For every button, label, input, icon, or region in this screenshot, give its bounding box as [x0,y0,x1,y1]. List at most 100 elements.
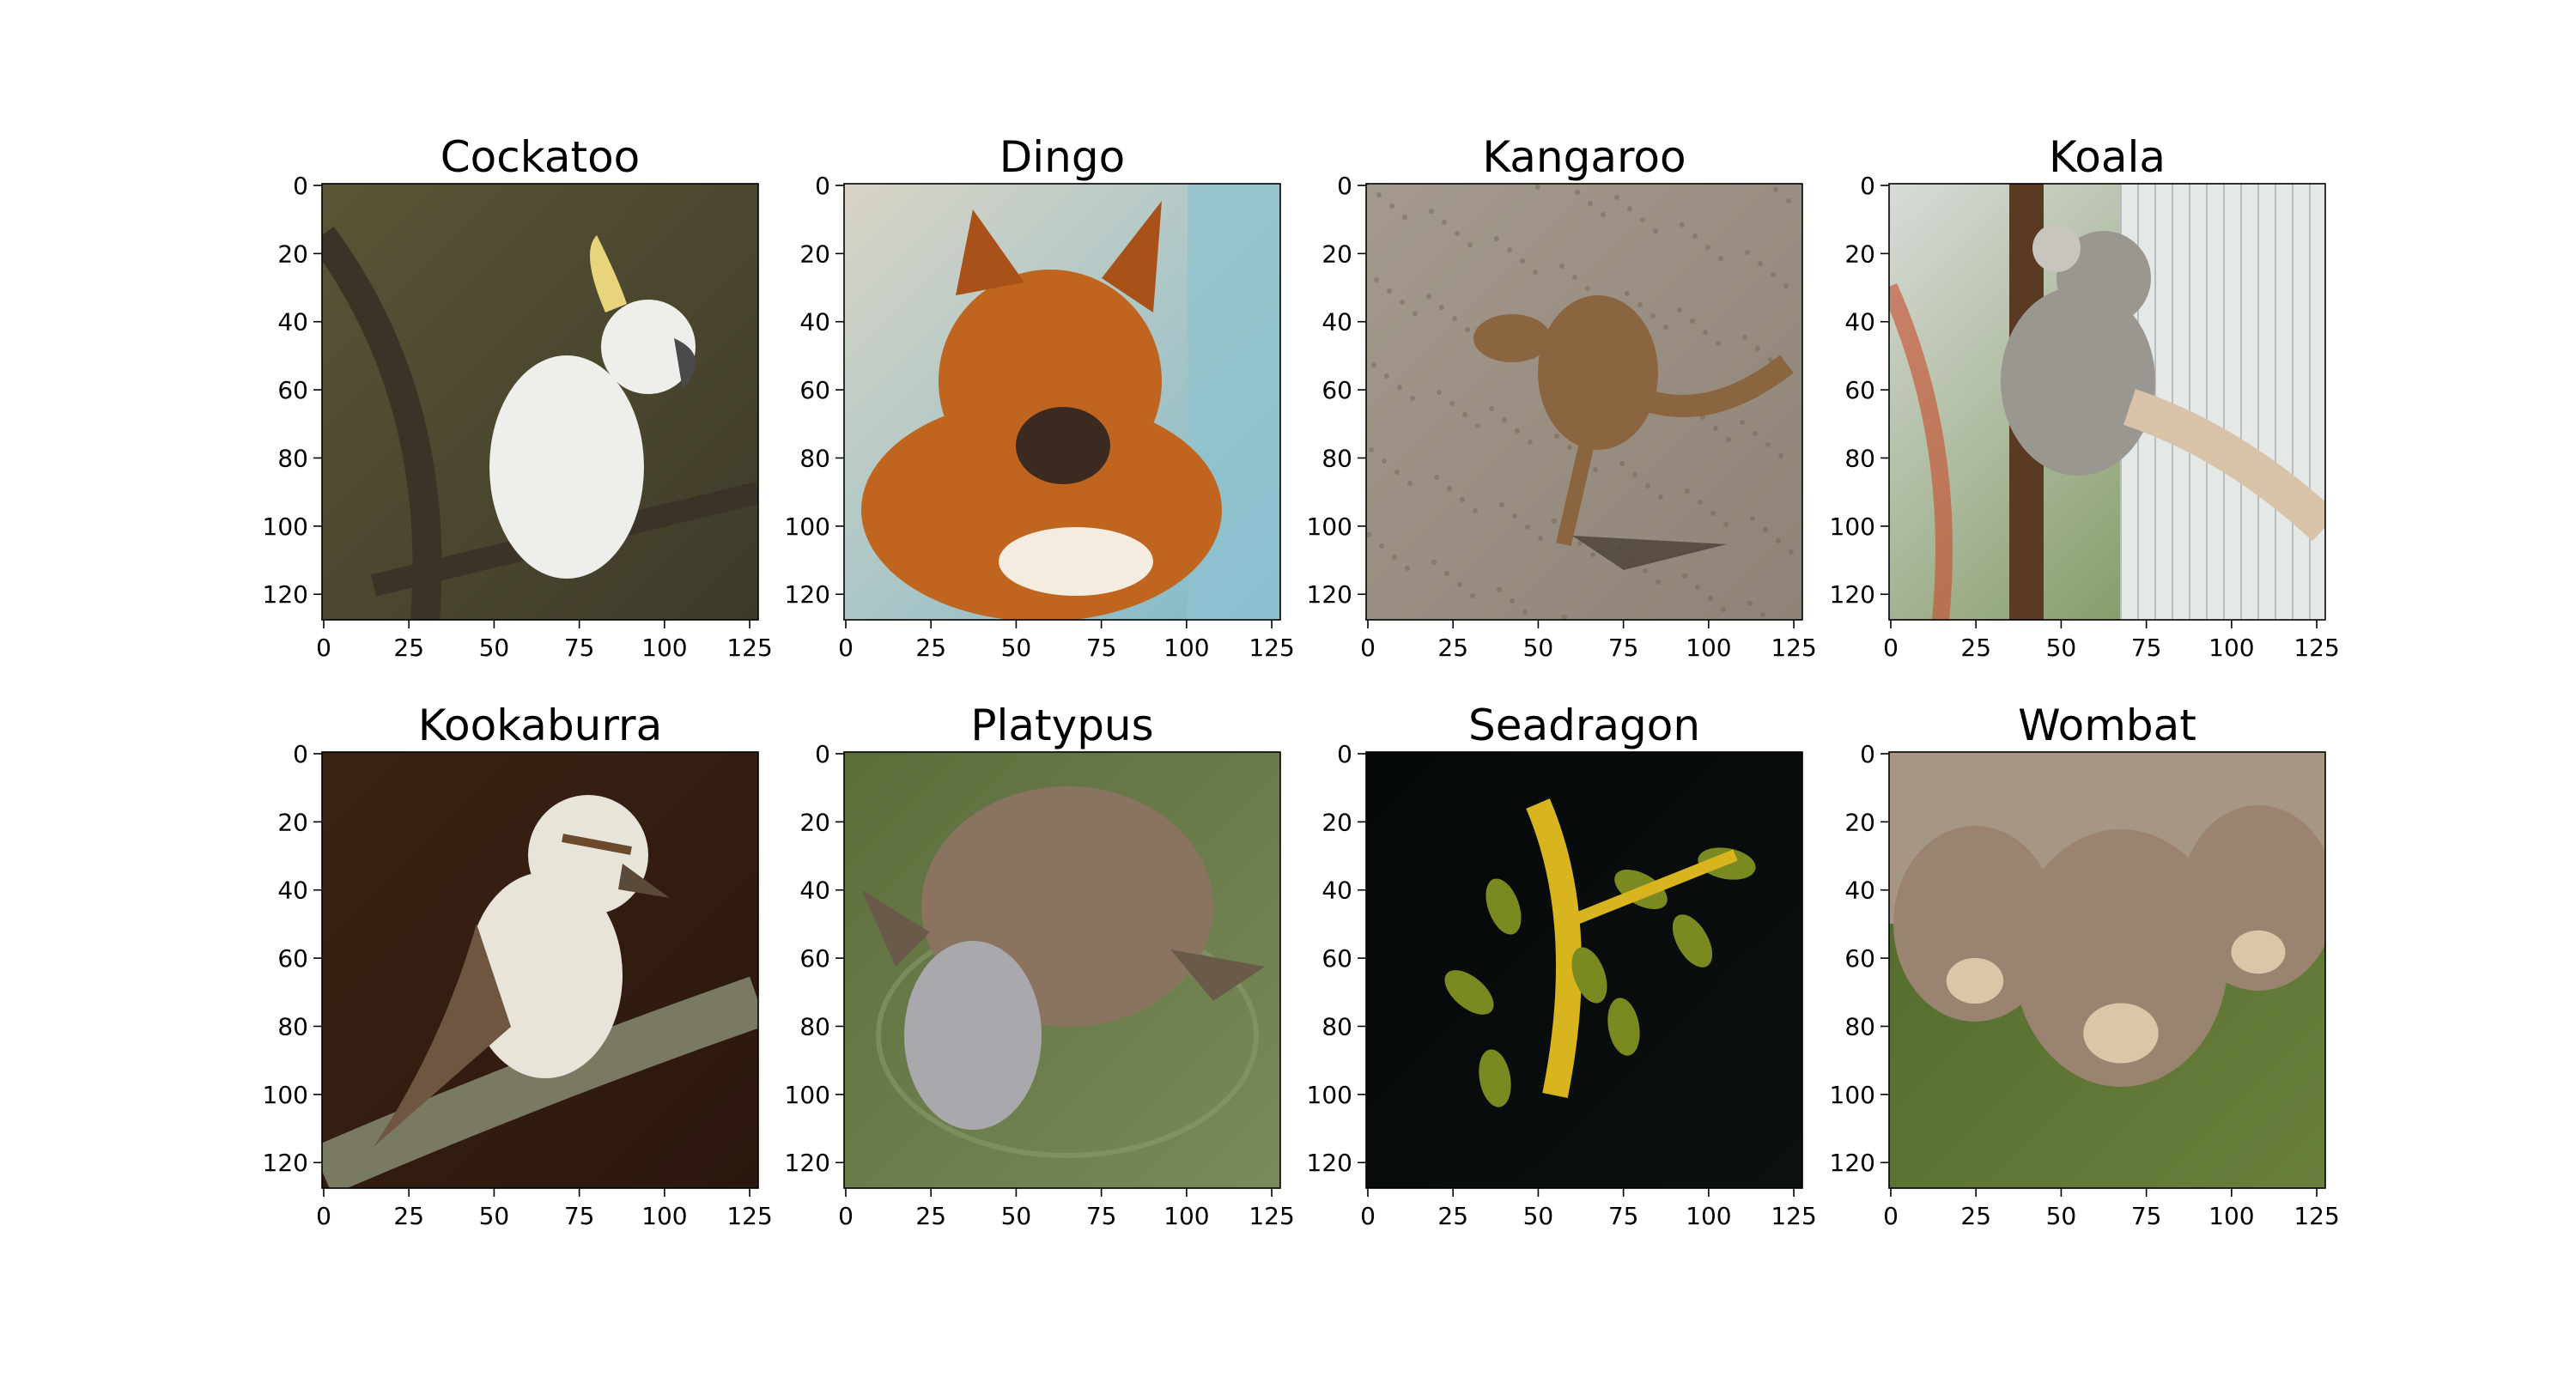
y-tick-label: 20 [277,808,308,836]
y-tick-label: 20 [799,808,830,836]
y-tick-label: 60 [1844,944,1875,973]
kangaroo-body [1538,295,1658,450]
y-tick-label: 20 [799,240,830,268]
x-tick-label: 100 [2208,1202,2254,1230]
y-tick-label: 80 [1844,444,1875,472]
y-tick-label: 0 [1337,172,1352,200]
y-tick-label: 100 [1307,513,1352,541]
axes-frame [321,751,759,1189]
y-tick-label: 100 [1830,1081,1875,1109]
panel-image-wombat [1889,752,2325,1188]
x-tick-label: 125 [1249,1202,1294,1230]
axes-frame [1888,183,2326,621]
y-tick-label: 60 [799,944,830,973]
y-tick-label: 40 [1844,877,1875,905]
x-tick-label: 100 [641,634,687,662]
panel-title-seadragon: Seadragon [1468,701,1700,750]
axes-frame [1365,183,1803,621]
x-tick-label: 100 [1686,634,1731,662]
y-tick-label: 20 [277,240,308,268]
x-tick-label: 25 [915,1202,946,1230]
x-tick-label: 50 [479,634,510,662]
panel-title-kookaburra: Kookaburra [418,701,663,750]
x-tick-label: 0 [1360,1202,1376,1230]
seadragon-body [1526,798,1582,1098]
y-tick-label: 0 [293,172,308,200]
panel-dingo: Dingo 0 25 50 75 100 125 0 20 40 60 80 100 120 [785,132,1295,662]
y-tick-label: 40 [277,308,308,337]
y-tick-label: 40 [799,308,830,337]
panel-title-platypus: Platypus [970,701,1153,750]
x-tick-label: 100 [1163,1202,1209,1230]
x-tick-label: 125 [2293,1202,2339,1230]
koala-body [2001,287,2155,476]
y-tick-label: 60 [1321,944,1352,973]
panel-image-cockatoo [322,184,758,620]
y-tick-label: 120 [1830,580,1875,609]
panel-title-dingo: Dingo [999,132,1125,182]
x-tick-label: 50 [479,1202,510,1230]
x-tick-label: 0 [316,634,331,662]
y-tick-label: 100 [1307,1081,1352,1109]
x-tick-label: 50 [1523,1202,1554,1230]
x-tick-label: 75 [2131,1202,2162,1230]
wombat-body [2014,829,2228,1087]
panel-image-seadragon [1366,752,1802,1188]
x-tick-label: 75 [2131,634,2162,662]
x-tick-label: 75 [564,1202,595,1230]
y-tick-label: 20 [1321,808,1352,836]
x-tick-label: 125 [2293,634,2339,662]
panel-kangaroo: Kangaroo 0 25 50 75 100 125 0 20 40 60 80 100 120 [1307,132,1817,662]
y-tick-label: 80 [277,1012,308,1040]
y-tick-label: 60 [277,944,308,973]
axes-frame [1365,751,1803,1189]
x-tick-label: 125 [1771,1202,1816,1230]
y-tick-label: 0 [1337,740,1352,768]
y-tick-label: 120 [1307,1149,1352,1177]
y-tick-label: 100 [263,513,308,541]
y-tick-label: 80 [1844,1012,1875,1040]
panel-image-dingo [844,184,1280,620]
y-tick-label: 20 [1844,808,1875,836]
x-tick-label: 25 [1960,1202,1991,1230]
y-tick-label: 120 [785,1149,830,1177]
x-tick-label: 75 [564,634,595,662]
x-tick-label: 0 [1883,634,1899,662]
x-tick-label: 50 [2046,634,2077,662]
x-tick-label: 25 [1960,634,1991,662]
y-tick-label: 40 [799,877,830,905]
y-tick-label: 80 [799,1012,830,1040]
x-tick-label: 50 [1001,1202,1032,1230]
x-tick-label: 125 [726,1202,772,1230]
x-tick-label: 50 [1523,634,1554,662]
panel-title-wombat: Wombat [2018,701,2196,750]
y-tick-label: 80 [277,444,308,472]
y-tick-label: 60 [1844,376,1875,404]
y-tick-label: 80 [799,444,830,472]
axes-frame [1888,751,2326,1189]
x-tick-label: 25 [1437,634,1468,662]
y-tick-label: 120 [1307,580,1352,609]
panel-cockatoo: Cockatoo 0 25 50 75 100 125 0 20 40 60 80 100 120 [263,132,773,662]
x-tick-label: 75 [1086,1202,1117,1230]
panel-image-kookaburra [322,752,758,1188]
y-tick-label: 40 [277,877,308,905]
axes-frame [843,751,1281,1189]
y-tick-label: 120 [263,580,308,609]
y-tick-label: 100 [785,1081,830,1109]
axes-frame [321,183,759,621]
x-tick-label: 50 [1001,634,1032,662]
y-tick-label: 120 [1830,1149,1875,1177]
panel-title-cockatoo: Cockatoo [440,132,641,182]
x-tick-label: 25 [393,634,424,662]
x-tick-label: 100 [1163,634,1209,662]
panel-image-platypus [844,752,1280,1188]
y-tick-label: 0 [293,740,308,768]
y-tick-label: 80 [1321,1012,1352,1040]
panel-title-koala: Koala [2049,132,2166,182]
panel-platypus: Platypus 0 25 50 75 100 125 0 20 40 60 80 100 120 [785,701,1295,1230]
x-tick-label: 0 [838,634,854,662]
x-tick-label: 100 [2208,634,2254,662]
panel-koala: Koala 0 25 50 75 100 125 0 20 40 60 80 100 120 [1830,132,2340,662]
